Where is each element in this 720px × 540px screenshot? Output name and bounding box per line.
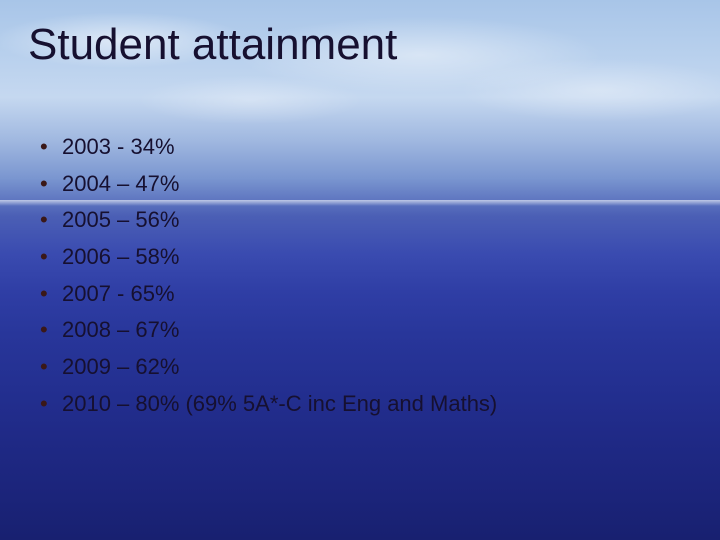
bullet-icon: • [40, 132, 62, 162]
bullet-icon: • [40, 242, 62, 272]
list-item: • 2008 – 67% [40, 315, 690, 345]
bullet-icon: • [40, 279, 62, 309]
list-item: • 2006 – 58% [40, 242, 690, 272]
slide-title: Student attainment [28, 20, 397, 70]
bullet-icon: • [40, 205, 62, 235]
bullet-icon: • [40, 315, 62, 345]
list-item-text: 2006 – 58% [62, 242, 179, 272]
bullet-icon: • [40, 389, 62, 419]
list-item-text: 2008 – 67% [62, 315, 179, 345]
list-item-note: (69% 5A*-C inc Eng and Maths) [185, 389, 497, 419]
slide: Student attainment • 2003 - 34% • 2004 –… [0, 0, 720, 540]
list-item: • 2003 - 34% [40, 132, 690, 162]
bullet-icon: • [40, 352, 62, 382]
list-item: • 2005 – 56% [40, 205, 690, 235]
list-item: • 2004 – 47% [40, 169, 690, 199]
list-item: • 2007 - 65% [40, 279, 690, 309]
list-item: • 2009 – 62% [40, 352, 690, 382]
list-item-text: 2004 – 47% [62, 169, 179, 199]
list-item-text: 2010 – 80% [62, 389, 179, 419]
list-item: • 2010 – 80% (69% 5A*-C inc Eng and Math… [40, 389, 690, 419]
bullet-list: • 2003 - 34% • 2004 – 47% • 2005 – 56% •… [40, 132, 690, 426]
list-item-text: 2009 – 62% [62, 352, 179, 382]
list-item-text: 2005 – 56% [62, 205, 179, 235]
list-item-text: 2003 - 34% [62, 132, 175, 162]
bullet-icon: • [40, 169, 62, 199]
list-item-text: 2007 - 65% [62, 279, 175, 309]
